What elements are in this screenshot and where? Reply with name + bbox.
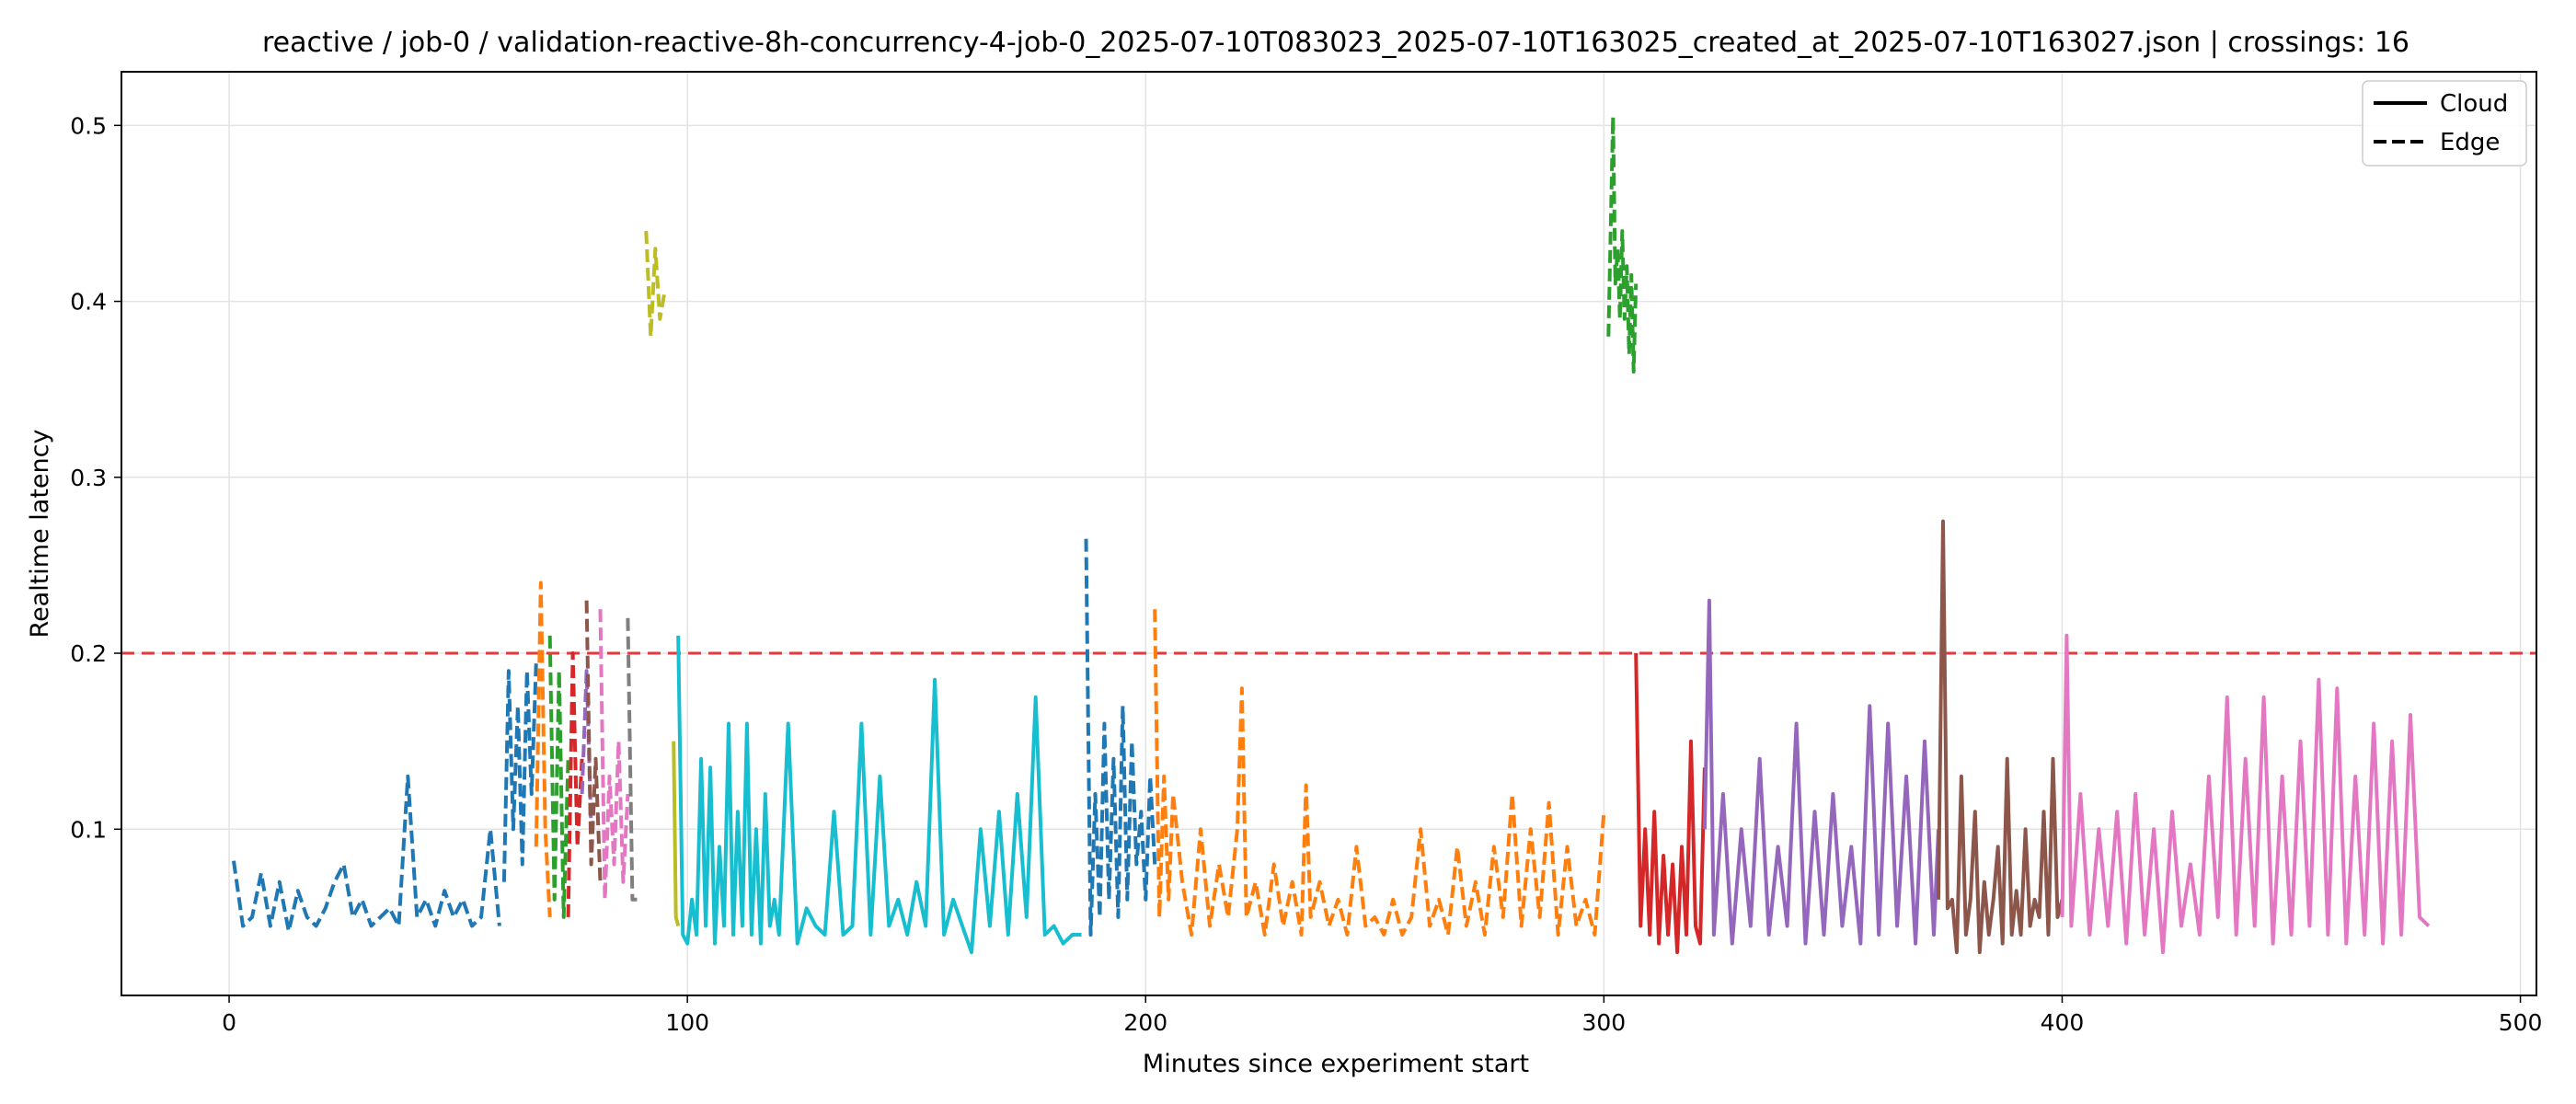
plot-frame (121, 71, 2537, 996)
series-line-12 (676, 635, 1082, 955)
series-line-5 (566, 651, 584, 917)
series-line-10 (644, 231, 667, 339)
series-line-7 (584, 600, 603, 882)
y-axis-ticks: 0.1 0.2 0.3 0.4 0.5 (70, 112, 121, 843)
series-line-17 (1702, 598, 1940, 946)
x-tick-label: 300 (1582, 1009, 1627, 1036)
y-tick-label: 0.5 (70, 112, 107, 139)
series-line-14 (1153, 609, 1606, 937)
series-line-13 (1084, 538, 1157, 937)
series-line-9 (626, 617, 638, 902)
series-line-18 (1937, 519, 2064, 955)
series-line-19 (2060, 633, 2431, 955)
legend-label-edge: Edge (2440, 129, 2500, 156)
x-tick-label: 500 (2499, 1009, 2543, 1036)
chart-title: reactive / job-0 / validation-reactive-8… (262, 27, 2409, 59)
x-tick-label: 0 (222, 1009, 236, 1036)
series-line-8 (598, 609, 630, 902)
series-line-3 (534, 581, 552, 918)
series-line-4 (547, 635, 570, 919)
series-line-11 (672, 741, 681, 927)
y-axis-label: Realtime latency (26, 429, 54, 638)
x-tick-label: 200 (1123, 1009, 1167, 1036)
series-line-1 (232, 774, 501, 934)
x-tick-label: 400 (2041, 1009, 2085, 1036)
x-axis-ticks: 0 100 200 300 400 500 (222, 995, 2542, 1036)
series-line-2 (501, 661, 538, 882)
x-tick-label: 100 (665, 1009, 709, 1036)
legend: Cloud Edge (2362, 80, 2527, 167)
y-tick-label: 0.1 (70, 816, 107, 843)
x-axis-label: Minutes since experiment start (1143, 1050, 1529, 1078)
y-tick-label: 0.4 (70, 289, 107, 316)
series-line-15 (1606, 114, 1639, 374)
series-line-16 (1634, 652, 1707, 955)
y-tick-label: 0.3 (70, 465, 107, 491)
series-layer (232, 114, 2431, 955)
y-tick-label: 0.2 (70, 640, 107, 667)
legend-label-cloud: Cloud (2440, 90, 2508, 118)
